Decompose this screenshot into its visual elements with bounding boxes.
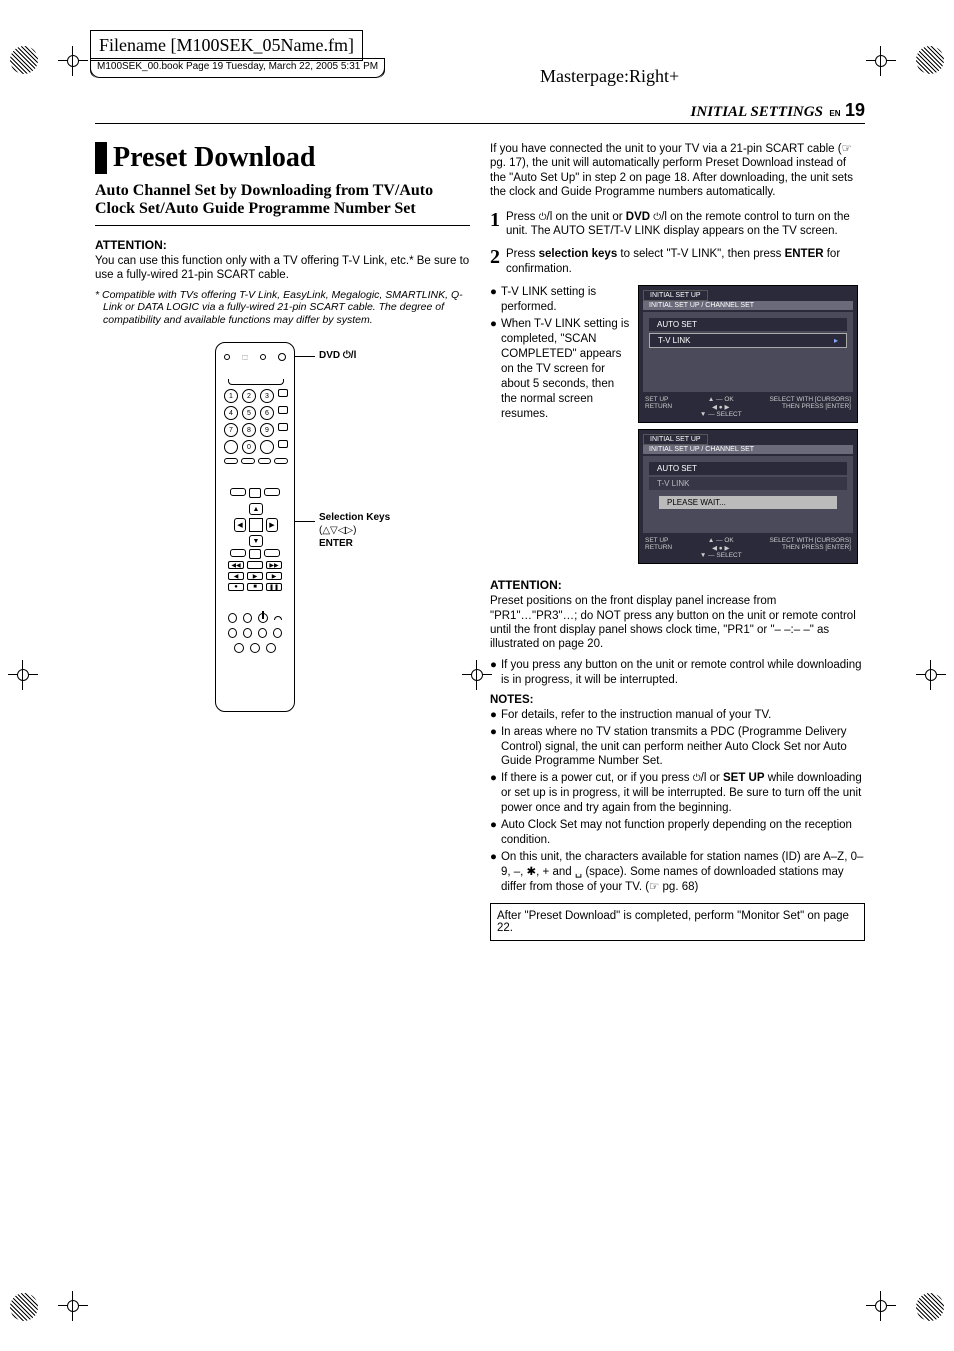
main-title: Preset Download — [95, 142, 470, 174]
step-2-number: 2 — [490, 247, 500, 267]
subtitle: Auto Channel Set by Downloading from TV/… — [95, 182, 470, 226]
attention-bullet: ●If you press any button on the unit or … — [490, 658, 865, 688]
title-accent-bar — [95, 142, 107, 174]
attention-heading: ATTENTION: — [95, 238, 470, 252]
attention-footnote: * Compatible with TVs offering T-V Link,… — [95, 289, 470, 327]
notes-heading: NOTES: — [490, 694, 865, 706]
remote-dpad: ▲▼◀▶ — [234, 503, 278, 547]
masterpage-label: Masterpage:Right+ — [540, 66, 679, 87]
left-column: Preset Download Auto Channel Set by Down… — [95, 142, 470, 941]
remote-body: ⬚ 123 456 789 0 ▲▼◀▶ — [215, 342, 295, 712]
step-1-text: Press /l on the unit or DVD /l on the re… — [506, 210, 865, 240]
title-text: Preset Download — [113, 142, 315, 174]
remote-button — [224, 354, 230, 360]
power-icon — [653, 211, 661, 223]
section-title: INITIAL SETTINGS — [691, 104, 823, 120]
power-icon — [539, 211, 547, 223]
filename-box: Filename [M100SEK_05Name.fm] — [90, 30, 363, 61]
page-header: INITIAL SETTINGS EN 19 — [95, 100, 865, 124]
step-2-bullet: ●T-V LINK setting is performed. — [490, 285, 630, 315]
osd-bar: INITIAL SET UP / CHANNEL SET — [643, 301, 853, 310]
crop-mark — [10, 46, 38, 74]
osd-tab: INITIAL SET UP — [643, 434, 708, 445]
crop-mark — [916, 46, 944, 74]
callout-line — [295, 356, 315, 357]
osd-item-tvlink: T-V LINK — [649, 477, 847, 490]
power-icon — [693, 772, 701, 784]
remote-brand: ⬚ — [242, 354, 248, 361]
remote-button — [260, 354, 266, 360]
crop-cross-icon — [866, 1291, 896, 1321]
right-column: If you have connected the unit to your T… — [490, 142, 865, 941]
attention-heading-2: ATTENTION: — [490, 578, 865, 592]
page-number: 19 — [845, 100, 865, 120]
crop-cross-icon — [58, 46, 88, 76]
osd-item-auto: AUTO SET — [649, 318, 847, 331]
selection-keys-label: Selection Keys — [319, 512, 390, 523]
note-item: ●On this unit, the characters available … — [490, 850, 865, 895]
step-2-bullet: ●When T-V LINK setting is completed, "SC… — [490, 317, 630, 422]
osd-screenshot-1: INITIAL SET UP INITIAL SET UP / CHANNEL … — [638, 285, 858, 423]
crop-mark — [10, 1293, 38, 1321]
note-item: ●For details, refer to the instruction m… — [490, 708, 865, 723]
remote-diagram: ⬚ 123 456 789 0 ▲▼◀▶ — [95, 342, 470, 722]
final-note-box: After "Preset Download" is completed, pe… — [490, 903, 865, 941]
callout-line — [295, 521, 315, 522]
note-item: ●In areas where no TV station transmits … — [490, 725, 865, 770]
attention-body: You can use this function only with a TV… — [95, 254, 470, 283]
crop-cross-icon — [8, 660, 38, 690]
osd-popup: PLEASE WAIT... — [659, 496, 837, 509]
remote-power-button — [278, 353, 286, 361]
crop-mark — [916, 1293, 944, 1321]
selection-symbols-label: (△▽◁▷) — [319, 525, 356, 536]
step-2-text: Press selection keys to select "T-V LINK… — [506, 247, 865, 277]
osd-screenshot-2: INITIAL SET UP INITIAL SET UP / CHANNEL … — [638, 429, 858, 564]
enter-label: ENTER — [319, 538, 353, 549]
step-1-number: 1 — [490, 210, 500, 230]
crop-cross-icon — [866, 46, 896, 76]
dvd-power-label: DVD ⏻/l — [319, 350, 356, 361]
note-item: ●Auto Clock Set may not function properl… — [490, 818, 865, 848]
book-tag: M100SEK_00.book Page 19 Tuesday, March 2… — [90, 58, 385, 78]
crop-cross-icon — [58, 1291, 88, 1321]
note-item: ●If there is a power cut, or if you pres… — [490, 771, 865, 816]
attention-body-2: Preset positions on the front display pa… — [490, 594, 865, 652]
lang-code: EN — [829, 109, 840, 118]
osd-item-tvlink: T-V LINK▸ — [649, 333, 847, 348]
intro-text: If you have connected the unit to your T… — [490, 142, 865, 200]
osd-tab: INITIAL SET UP — [643, 290, 708, 301]
crop-cross-icon — [916, 660, 946, 690]
osd-item-auto: AUTO SET — [649, 462, 847, 475]
osd-bar: INITIAL SET UP / CHANNEL SET — [643, 445, 853, 454]
